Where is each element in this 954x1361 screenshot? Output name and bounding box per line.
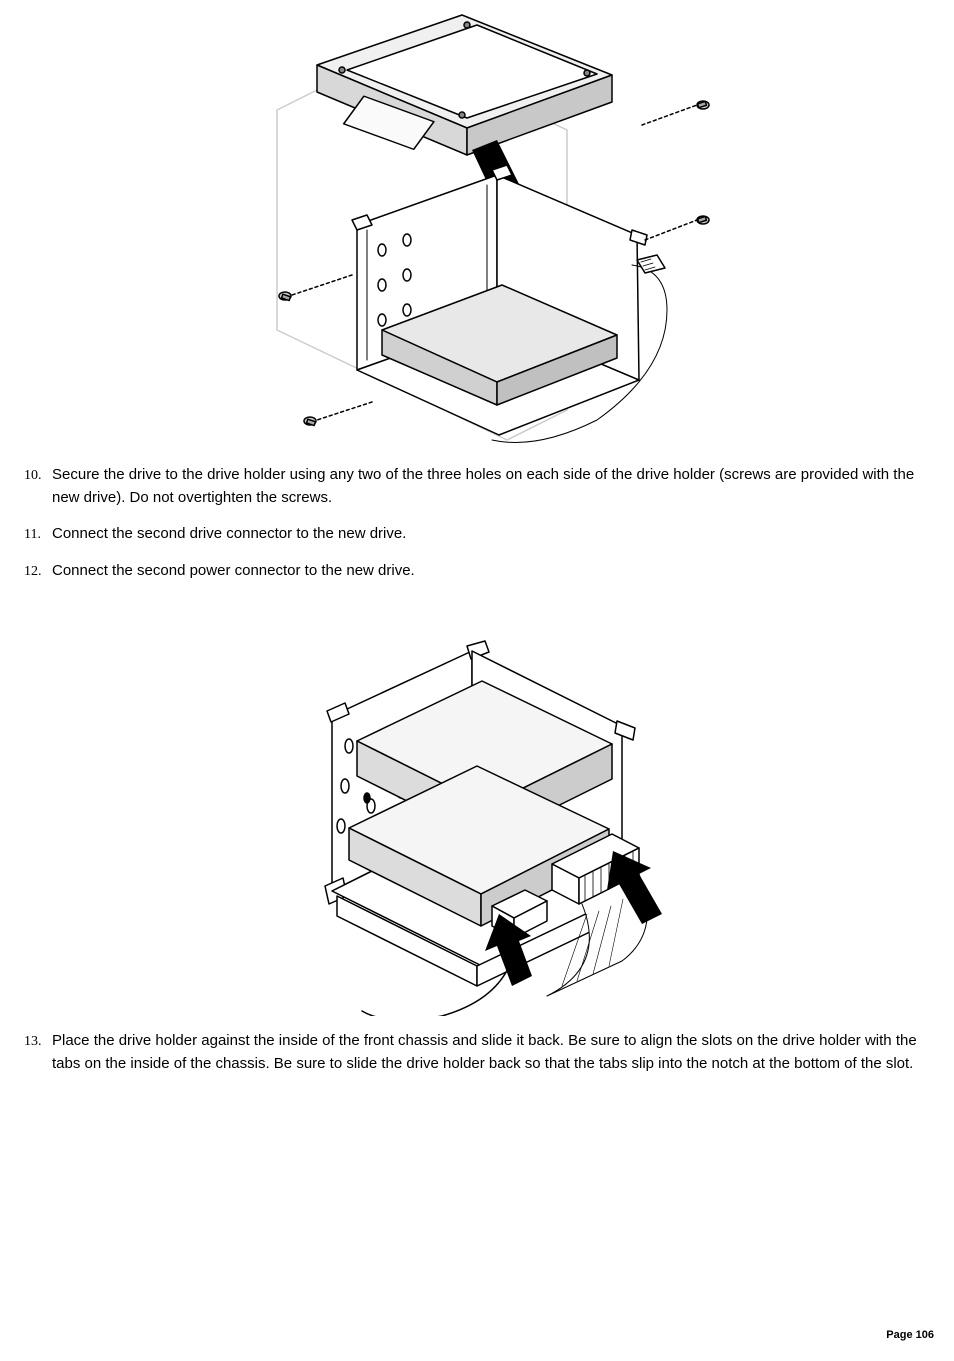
- step-number: 11.: [24, 523, 48, 545]
- page-number: Page 106: [886, 1327, 934, 1344]
- step-number: 10.: [24, 464, 48, 486]
- instruction-steps-continued: 13. Place the drive holder against the i…: [20, 1030, 934, 1075]
- step-text: Connect the second drive connector to th…: [52, 523, 934, 546]
- step-13: 13. Place the drive holder against the i…: [24, 1030, 934, 1075]
- instruction-steps: 10. Secure the drive to the drive holder…: [20, 464, 934, 582]
- step-text: Place the drive holder against the insid…: [52, 1030, 934, 1075]
- step-text: Secure the drive to the drive holder usi…: [52, 464, 934, 509]
- step-number: 13.: [24, 1030, 48, 1052]
- step-11: 11. Connect the second drive connector t…: [24, 523, 934, 546]
- step-number: 12.: [24, 560, 48, 582]
- step-12: 12. Connect the second power connector t…: [24, 560, 934, 583]
- step-text: Connect the second power connector to th…: [52, 560, 934, 583]
- figure-1-container: [20, 10, 934, 450]
- assembled-holder-illustration: [325, 641, 635, 986]
- figure-2-container: [20, 596, 934, 1016]
- step-10: 10. Secure the drive to the drive holder…: [24, 464, 934, 509]
- figure-drive-insertion: [237, 10, 717, 450]
- figure-connector-attachment: [267, 596, 687, 1016]
